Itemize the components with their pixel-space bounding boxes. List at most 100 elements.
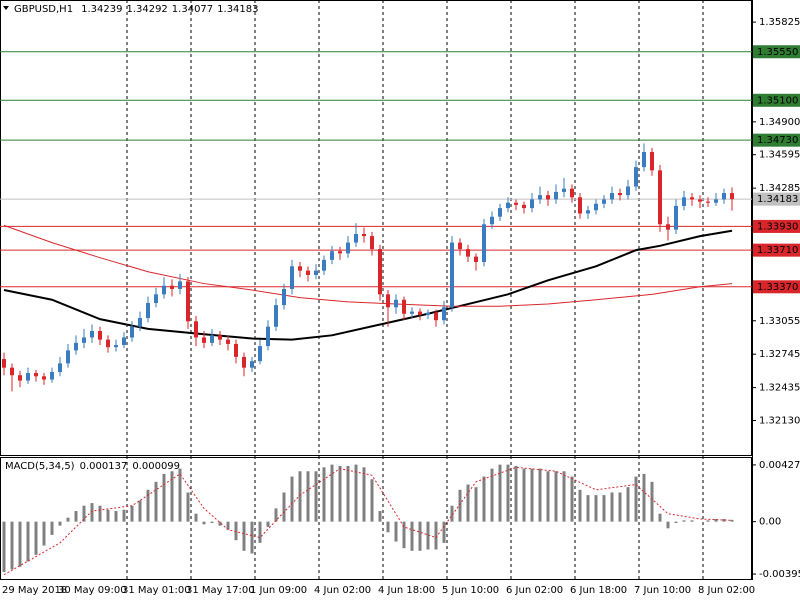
macd-bar xyxy=(66,517,70,522)
candle-body xyxy=(122,337,126,346)
macd-bar xyxy=(578,489,582,522)
macd-bar xyxy=(354,464,358,522)
macd-bar xyxy=(18,521,22,567)
y-tick-label: 1.32745 xyxy=(759,349,800,360)
symbol: GBPUSD,H1 xyxy=(14,4,73,15)
candle-body xyxy=(682,197,686,206)
macd-bar xyxy=(434,521,438,550)
macd-bar xyxy=(450,505,454,522)
macd-bar xyxy=(274,508,278,522)
macd-bar xyxy=(602,495,606,522)
candle-body xyxy=(10,367,14,376)
macd-bar xyxy=(722,519,726,522)
candle-body xyxy=(442,307,446,321)
candle-body xyxy=(386,294,390,308)
macd-bar xyxy=(162,473,166,522)
candle-body xyxy=(202,337,206,343)
candle-body xyxy=(114,345,118,348)
candle-body xyxy=(562,188,566,192)
macd-bar xyxy=(178,468,182,522)
candle-body xyxy=(298,266,302,271)
candle-body xyxy=(378,249,382,295)
y-tick-label: 1.34285 xyxy=(759,183,800,194)
macd-bar xyxy=(666,521,670,529)
level-label: 1.33930 xyxy=(757,221,798,232)
candle-body xyxy=(314,270,318,275)
level-label-box xyxy=(753,133,800,147)
candle-body xyxy=(234,343,238,357)
macd-bar xyxy=(522,468,526,522)
candle-body xyxy=(482,224,486,263)
macd-bar xyxy=(186,492,190,522)
macd-bar xyxy=(122,509,126,522)
macd-bar xyxy=(562,471,566,522)
candle-body xyxy=(730,193,734,200)
macd-panel-frame xyxy=(0,457,752,580)
candle-body xyxy=(650,152,654,171)
candle-body xyxy=(338,251,342,254)
candle-body xyxy=(162,285,166,295)
candle-body xyxy=(618,192,622,196)
macd-bar xyxy=(330,464,334,522)
macd-bar xyxy=(546,471,550,522)
close-value: 1.34183 xyxy=(217,4,258,15)
candle-body xyxy=(170,285,174,289)
open-value: 1.34239 xyxy=(81,4,122,15)
candle-body xyxy=(106,339,110,348)
macd-bar xyxy=(42,521,46,546)
macd-bar xyxy=(130,505,134,522)
price-panel-frame xyxy=(0,0,752,456)
candle-body xyxy=(322,259,326,271)
candle-body xyxy=(82,337,86,343)
candle-body xyxy=(42,376,46,380)
y-tick-label: 1.34595 xyxy=(759,150,800,161)
candle-body xyxy=(506,202,510,209)
candle-body xyxy=(226,339,230,344)
macd-bar xyxy=(594,495,598,522)
macd-bar xyxy=(226,521,230,530)
y-tick-label: 1.32130 xyxy=(759,415,800,426)
y-tick-label: -0.003952 xyxy=(759,569,800,580)
x-tick-label: 4 Jun 02:00 xyxy=(314,585,371,596)
x-tick-label: 29 May 2018 xyxy=(2,585,67,596)
macd-bar xyxy=(370,479,374,522)
level-label-box xyxy=(753,280,800,294)
candle-body xyxy=(50,371,54,380)
macd-bar xyxy=(154,481,158,522)
macd-bar xyxy=(218,521,222,526)
x-tick-label: 6 Jun 18:00 xyxy=(570,585,627,596)
candle-body xyxy=(698,199,702,202)
candle-body xyxy=(26,373,30,381)
macd-bar xyxy=(322,467,326,522)
macd-bar xyxy=(314,471,318,522)
macd-bar xyxy=(682,520,686,522)
y-tick-label: 1.33055 xyxy=(759,316,800,327)
macd-bar xyxy=(658,513,662,522)
level-label-box xyxy=(753,219,800,233)
macd-bar xyxy=(338,465,342,522)
macd-bar xyxy=(234,521,238,541)
macd-bar xyxy=(626,487,630,522)
candle-body xyxy=(66,350,70,364)
candle-body xyxy=(130,326,134,338)
current-price-label: 1.34183 xyxy=(757,194,798,205)
candle-body xyxy=(394,299,398,308)
candle-body xyxy=(138,318,142,327)
macd-bar xyxy=(98,505,102,522)
candle-body xyxy=(674,205,678,230)
candle-body xyxy=(522,204,526,209)
candle-body xyxy=(194,321,198,338)
macd-bar xyxy=(530,468,534,522)
x-tick-label: 8 Jun 02:00 xyxy=(698,585,755,596)
x-tick-label: 31 May 17:00 xyxy=(186,585,255,596)
y-tick-label: 0.004278 xyxy=(759,460,800,471)
candle-body xyxy=(2,359,6,368)
moving-average xyxy=(3,229,733,341)
macd-bar xyxy=(170,471,174,522)
candle-body xyxy=(186,281,190,322)
macd-bar xyxy=(106,509,110,522)
macd-bar xyxy=(498,464,502,522)
candle-body xyxy=(450,242,454,308)
